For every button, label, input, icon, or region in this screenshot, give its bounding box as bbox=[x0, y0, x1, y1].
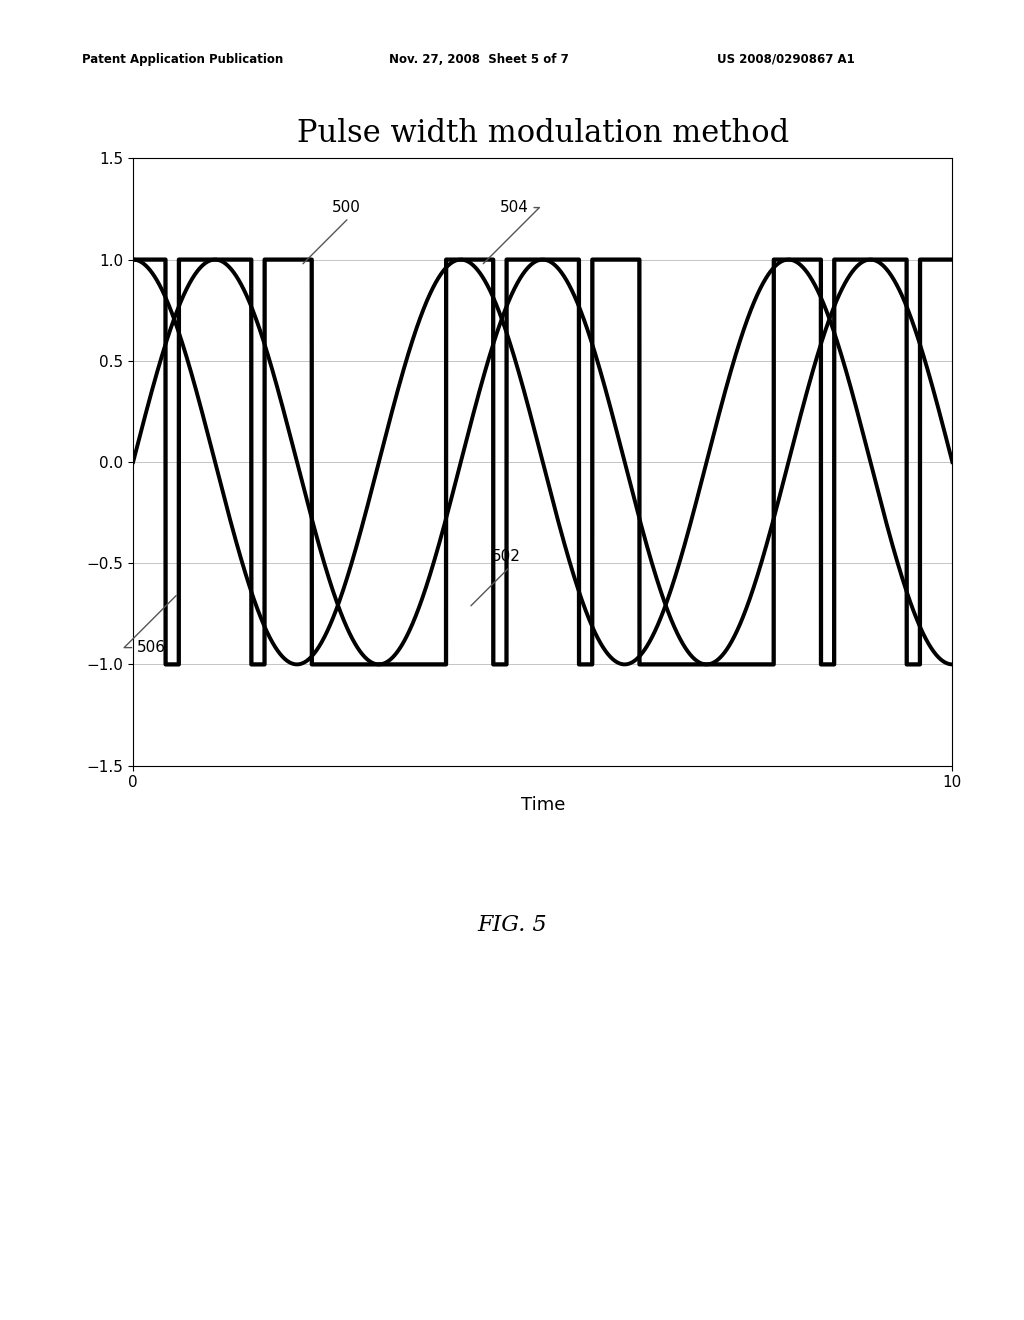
Text: Nov. 27, 2008  Sheet 5 of 7: Nov. 27, 2008 Sheet 5 of 7 bbox=[389, 53, 569, 66]
X-axis label: Time: Time bbox=[520, 796, 565, 814]
Text: 504: 504 bbox=[483, 201, 540, 264]
Text: US 2008/0290867 A1: US 2008/0290867 A1 bbox=[717, 53, 855, 66]
Text: 506: 506 bbox=[124, 595, 176, 655]
Text: FIG. 5: FIG. 5 bbox=[477, 913, 547, 936]
Text: 500: 500 bbox=[303, 201, 360, 264]
Text: Patent Application Publication: Patent Application Publication bbox=[82, 53, 284, 66]
Text: 502: 502 bbox=[471, 549, 520, 606]
Title: Pulse width modulation method: Pulse width modulation method bbox=[297, 117, 788, 149]
